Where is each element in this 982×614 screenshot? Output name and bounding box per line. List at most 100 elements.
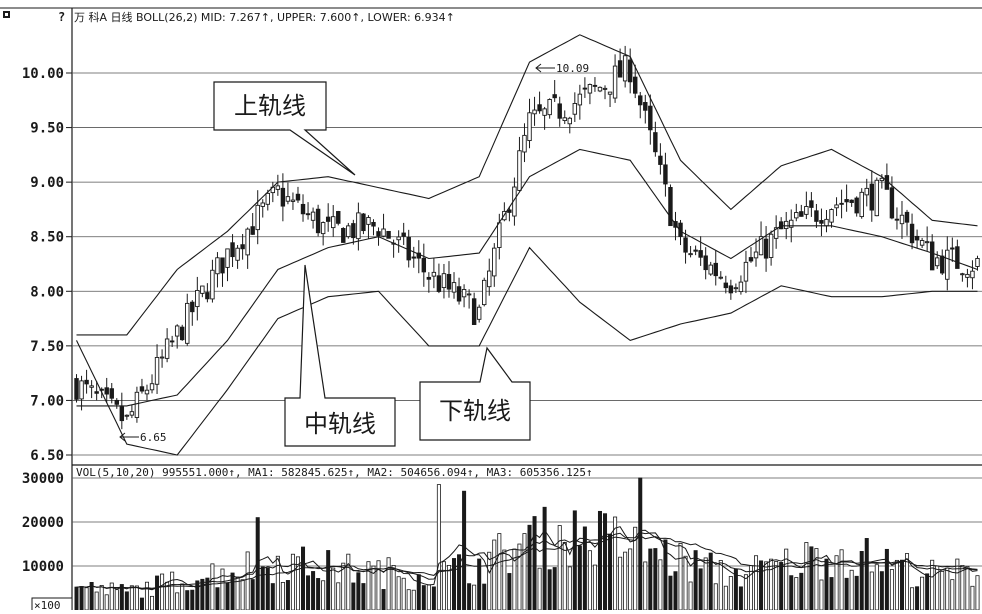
volume-bar <box>190 589 195 611</box>
volume-bar <box>381 589 386 611</box>
candle-body <box>668 187 673 227</box>
volume-bar <box>899 559 904 611</box>
candle-body <box>859 191 864 218</box>
candle-body <box>411 256 416 259</box>
volume-bar <box>290 553 295 611</box>
volume-bar <box>859 551 864 611</box>
y-tick-labels: 10.00 9.50 9.00 8.50 8.00 7.50 7.00 6.50 30000 20… <box>22 66 64 575</box>
candle-body <box>804 206 809 215</box>
volume-bar <box>527 524 532 611</box>
candle-body <box>356 212 361 240</box>
volume-bar <box>275 555 280 611</box>
upper-band-label: 上轨线 <box>234 92 306 120</box>
candle-body <box>220 257 225 274</box>
price-tick-label: 9.50 <box>30 121 64 137</box>
volume-bar <box>180 583 185 611</box>
candle-body <box>492 247 497 277</box>
volume-bar <box>910 587 915 611</box>
candle-body <box>230 242 235 258</box>
volume-bar <box>356 572 361 611</box>
candle-body <box>74 378 79 400</box>
candle-body <box>834 204 839 209</box>
volume-bar <box>864 538 869 611</box>
candle-body <box>829 209 834 223</box>
candle-body <box>622 55 628 82</box>
volume-bar <box>311 571 316 611</box>
volume-bar <box>779 562 784 611</box>
volume-bar <box>411 589 416 611</box>
volume-bar <box>547 569 552 611</box>
volume-bar <box>215 587 220 611</box>
candle-body <box>446 273 452 290</box>
volume-bar <box>789 575 794 611</box>
volume-bar <box>975 575 980 611</box>
candle-body <box>542 108 547 116</box>
candle-body <box>250 226 255 235</box>
candle-body <box>617 60 623 78</box>
candle-body <box>366 217 371 225</box>
candle-body <box>225 248 230 268</box>
candle-body <box>748 257 754 262</box>
candle-body <box>325 216 331 222</box>
candle-body <box>612 65 618 99</box>
candle-body <box>929 241 935 271</box>
volume-bar <box>452 558 457 611</box>
question-icon[interactable]: ? <box>58 10 65 24</box>
candle-body <box>119 406 125 422</box>
candle-body <box>950 247 955 250</box>
candle-body <box>320 222 326 235</box>
candle-body <box>879 177 885 182</box>
volume-bar <box>950 579 955 611</box>
candle-body <box>295 193 301 201</box>
volume-bar <box>658 559 663 611</box>
candle-body <box>919 240 925 246</box>
candle-body <box>154 356 160 385</box>
candle-body <box>753 251 759 259</box>
candle-body <box>265 192 270 205</box>
candle-body <box>346 225 351 238</box>
volume-bar <box>326 550 331 611</box>
candle-body <box>914 235 920 241</box>
middle-band-callout: 中轨线 <box>284 264 396 447</box>
candle-body <box>839 202 844 205</box>
candle-body <box>275 185 281 190</box>
volume-unit-label: ×100 <box>34 599 61 610</box>
candle-body <box>955 246 960 269</box>
volume-bar <box>874 564 879 611</box>
volume-bar <box>754 555 759 611</box>
candle-body <box>310 211 316 221</box>
candle-body <box>975 258 980 267</box>
volume-bar <box>401 577 406 611</box>
candle-body <box>738 281 744 293</box>
candle-body <box>653 132 658 153</box>
price-tick-label: 8.00 <box>30 284 64 300</box>
candle-body <box>164 338 170 359</box>
volume-bar <box>925 573 930 611</box>
volume-bar <box>280 581 285 611</box>
candle-body <box>567 117 572 125</box>
volume-bar <box>698 568 703 611</box>
candle-body <box>904 211 910 223</box>
volume-bar <box>321 580 326 611</box>
volume-bar <box>472 584 477 611</box>
volume-bar <box>331 567 336 611</box>
volume-bar <box>200 578 205 611</box>
volume-bar <box>336 582 341 611</box>
volume-bar <box>139 597 144 611</box>
candle-body <box>421 257 427 273</box>
candle-body <box>602 87 608 90</box>
candle-body <box>144 389 150 395</box>
volume-bar <box>693 550 698 611</box>
candle-body <box>451 282 457 293</box>
low-annotation: 6.65 <box>119 431 167 444</box>
volume-bar <box>542 506 547 611</box>
volume-bar <box>170 571 175 611</box>
middle-band-line <box>76 148 978 407</box>
chart-header: 万 科A 日线 BOLL(26,2) MID: 7.267↑, UPPER: 7… <box>74 10 455 24</box>
volume-moving-averages <box>76 526 978 591</box>
price-tick-label: 10.00 <box>22 66 64 82</box>
high-label: 10.09 <box>556 62 589 75</box>
volume-bar <box>507 573 512 611</box>
candle-body <box>562 117 567 122</box>
candle-body <box>552 94 557 99</box>
